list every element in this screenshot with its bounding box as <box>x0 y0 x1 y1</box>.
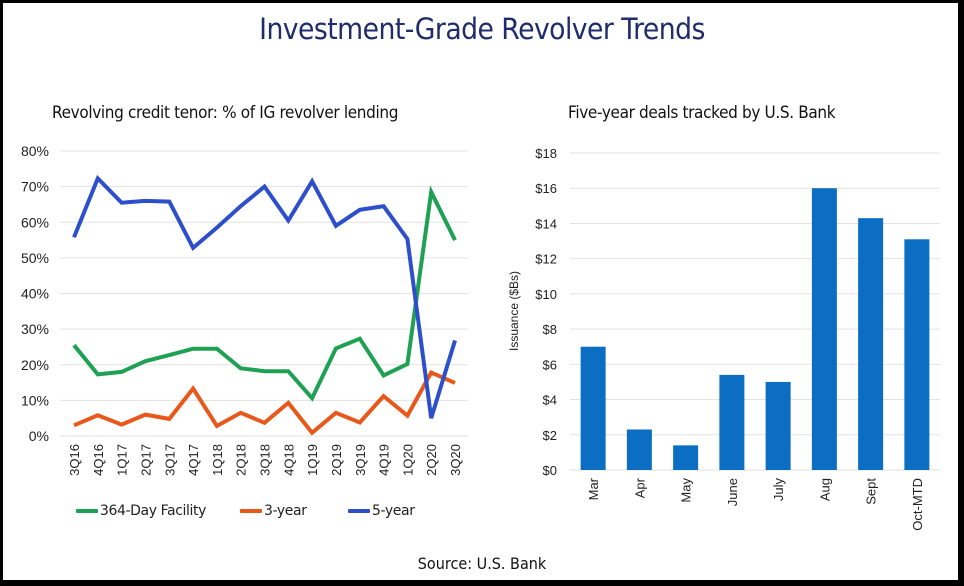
line-chart-y-tick-label: 10% <box>21 392 49 408</box>
legend-swatch-blue <box>348 509 370 513</box>
bar-chart-x-tick-label: Mar <box>586 477 601 500</box>
line-chart-x-tick-label: 1Q18 <box>210 444 225 476</box>
line-chart-x-tick-label: 2Q19 <box>329 444 344 476</box>
line-chart-x-tick-label: 1Q20 <box>400 444 415 476</box>
bar-chart-x-tick-label: Oct-MTD <box>910 478 925 531</box>
line-chart-x-tick-label: 2Q20 <box>424 444 439 476</box>
bar-chart-x-tick-label: Sept <box>864 478 879 505</box>
bar-july <box>765 381 791 470</box>
bar-apr <box>626 429 652 470</box>
legend-item-364-day: 364-Day Facility <box>76 503 206 519</box>
line-chart-y-tick-label: 30% <box>21 321 49 337</box>
legend-swatch-green <box>76 509 98 513</box>
bar-chart-y-tick-label: $0 <box>543 463 557 478</box>
bar-aug <box>811 188 837 470</box>
line-chart-x-tick-label: 3Q16 <box>67 444 82 476</box>
line-chart-x-tick-label: 2Q17 <box>138 444 153 476</box>
line-chart-x-tick-label: 4Q17 <box>186 444 201 476</box>
line-chart-x-tick-label: 4Q19 <box>377 444 392 476</box>
bar-chart-y-tick-label: $12 <box>535 252 557 267</box>
line-chart-x-tick-label: 1Q19 <box>305 444 320 476</box>
line-chart-y-tick-label: 20% <box>21 357 49 373</box>
bar-may <box>673 445 699 470</box>
bar-chart-y-tick-label: $4 <box>543 393 557 408</box>
line-chart-y-tick-label: 80% <box>21 143 49 159</box>
bar-chart-x-tick-label: May <box>679 478 694 503</box>
bar-chart-title: Five-year deals tracked by U.S. Bank <box>568 103 836 123</box>
bar-chart-x-tick-label: Aug <box>817 478 832 501</box>
bar-chart-y-tick-label: $8 <box>543 322 557 337</box>
legend-label: 364-Day Facility <box>100 503 206 519</box>
bar-chart-y-tick-label: $6 <box>543 357 557 372</box>
bar-chart-y-tick-label: $10 <box>535 287 557 302</box>
line-chart-x-tick-label: 3Q18 <box>258 444 273 476</box>
line-chart-y-tick-label: 60% <box>21 214 49 230</box>
source-note: Source: U.S. Bank <box>417 554 547 573</box>
bar-chart-x-tick-label: June <box>725 478 740 506</box>
line-chart-x-tick-label: 3Q19 <box>353 444 368 476</box>
line-chart-x-tick-label: 3Q17 <box>162 444 177 476</box>
legend-swatch-orange <box>240 509 262 513</box>
line-chart-y-tick-label: 0% <box>29 428 49 444</box>
legend-label: 3-year <box>264 503 307 519</box>
bar-chart-x-tick-label: July <box>771 478 786 502</box>
line-chart-x-tick-label: 3Q20 <box>448 444 463 476</box>
bar-mar <box>580 346 606 470</box>
line-chart-x-tick-label: 4Q18 <box>281 444 296 476</box>
line-chart-title: Revolving credit tenor: % of IG revolver… <box>52 103 399 123</box>
bar-chart-y-tick-label: $16 <box>535 181 557 196</box>
line-chart-x-tick-label: 2Q18 <box>234 444 249 476</box>
line-chart-y-tick-label: 70% <box>21 179 49 195</box>
line-chart-y-tick-label: 40% <box>21 286 49 302</box>
bar-chart-x-tick-label: Apr <box>632 477 647 498</box>
bar-chart-y-tick-label: $18 <box>535 146 557 161</box>
bar-chart-y-tick-label: $2 <box>543 428 557 443</box>
bar-oct-mtd <box>904 239 930 470</box>
legend-item-3-year: 3-year <box>240 503 307 519</box>
bar-sept <box>858 218 884 470</box>
legend-label: 5-year <box>372 503 415 519</box>
bar-chart-y-axis-label: Issuance ($Bs) <box>507 271 521 351</box>
bar-june <box>719 374 745 470</box>
line-chart-x-tick-label: 1Q17 <box>115 444 130 476</box>
chart-frame <box>3 3 958 580</box>
line-chart-x-tick-label: 4Q16 <box>91 444 106 476</box>
bar-chart-y-tick-label: $14 <box>535 216 557 231</box>
page-title: Investment-Grade Revolver Trends <box>259 12 705 46</box>
legend-item-5-year: 5-year <box>348 503 415 519</box>
line-chart-y-tick-label: 50% <box>21 250 49 266</box>
